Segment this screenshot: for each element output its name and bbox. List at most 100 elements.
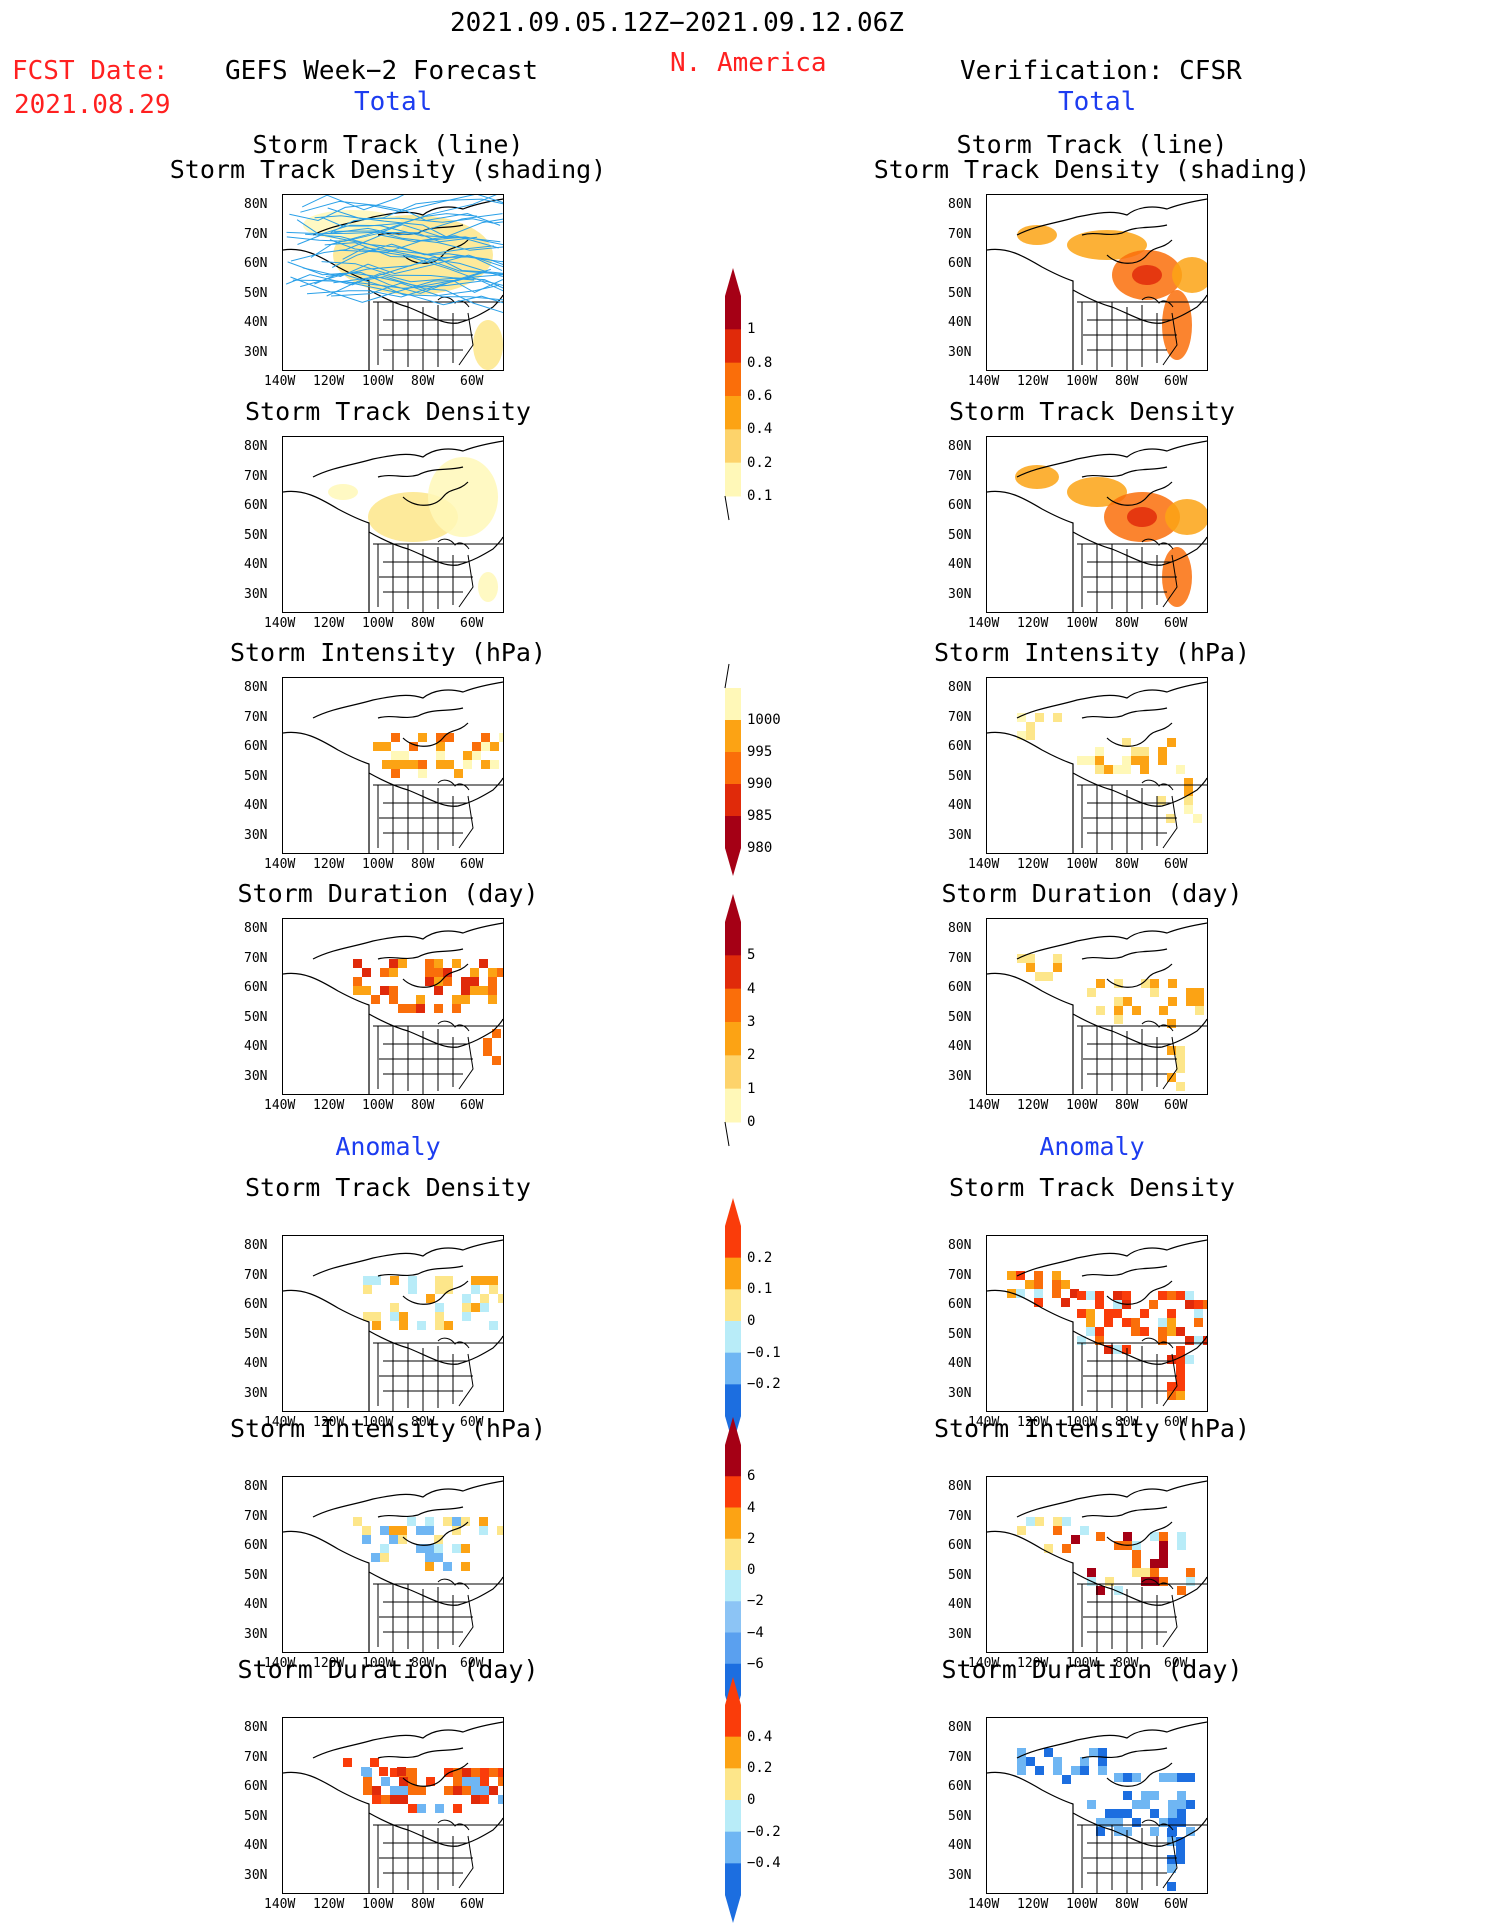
shade-cell xyxy=(479,1526,488,1535)
shade-cell xyxy=(1159,1818,1168,1827)
left-anom-density-title: Storm Track Density xyxy=(245,1173,531,1202)
shade-cell xyxy=(1176,1364,1185,1373)
shade-cell xyxy=(1044,1544,1053,1553)
lon-tick-label: 120W xyxy=(1017,1098,1049,1113)
shade-cell xyxy=(409,742,418,751)
lon-tick-label: 60W xyxy=(1164,1656,1188,1671)
duration-colorbar xyxy=(724,894,741,1147)
lat-tick-label: 50N xyxy=(948,1326,972,1342)
shade-cell xyxy=(1114,997,1123,1006)
storm-track-line xyxy=(286,224,467,242)
coastline xyxy=(987,248,1207,370)
shade-cell xyxy=(461,1544,470,1553)
lat-tick-label: 50N xyxy=(948,1009,972,1025)
shade-cell xyxy=(1132,1559,1141,1568)
shade-cell xyxy=(1150,1809,1159,1818)
shade-cell xyxy=(434,1535,443,1544)
left-duration-title: Storm Duration (day) xyxy=(237,879,539,908)
lat-tick-label: 60N xyxy=(948,980,972,995)
shade-cell xyxy=(436,742,445,751)
shade-cell xyxy=(407,1004,416,1013)
shade-cell xyxy=(1114,1809,1123,1818)
shade-cell xyxy=(462,1786,471,1795)
lat-tick-label: 80N xyxy=(948,1720,972,1735)
lon-tick-label: 100W xyxy=(362,374,394,389)
storm-track-line xyxy=(289,195,475,222)
colorbar-segment xyxy=(725,1445,741,1477)
lat-tick-label: 30N xyxy=(244,1068,268,1084)
right-anom-intensity-title: Storm Intensity (hPa) xyxy=(933,1414,1251,1443)
shade-cell xyxy=(1195,997,1204,1006)
verif-duration-map xyxy=(986,918,1208,1095)
shade-cell xyxy=(1077,1309,1086,1318)
arctic-islands xyxy=(312,1239,503,1305)
lon-tick-label: 60W xyxy=(460,1656,484,1671)
shade-cell xyxy=(408,1768,417,1777)
verif-anom-intensity-map xyxy=(986,1476,1208,1653)
shade-cell xyxy=(1168,1800,1177,1809)
shade-cell xyxy=(1150,1827,1159,1836)
lat-tick-label: 70N xyxy=(948,950,972,966)
shade-cell xyxy=(490,760,499,769)
lon-tick-label: 80W xyxy=(1115,1415,1139,1430)
shade-cell xyxy=(1177,1773,1186,1782)
shade-cell xyxy=(1141,1577,1150,1586)
storm-track-line xyxy=(305,233,494,255)
lon-tick-label: 120W xyxy=(1017,1897,1049,1912)
shade-cell xyxy=(1080,1766,1089,1775)
lon-tick-label: 140W xyxy=(264,1656,296,1671)
shade-cell xyxy=(1095,1336,1104,1345)
lon-tick-label: 60W xyxy=(460,1415,484,1430)
colorbar-segment xyxy=(725,1226,741,1259)
left-title: GEFS Week−2 Forecast xyxy=(225,56,539,86)
coastline xyxy=(987,1530,1207,1652)
shade-cell xyxy=(452,995,461,1004)
shade-cell xyxy=(1141,979,1150,988)
shade-cell xyxy=(399,1312,408,1321)
colorbar-segment xyxy=(725,1321,741,1354)
lat-tick-label: 60N xyxy=(244,1779,268,1794)
forecast-anom-duration-map xyxy=(282,1717,504,1894)
shade-cell xyxy=(1186,997,1195,1006)
colorbar-label: 0.1 xyxy=(747,1281,773,1298)
lat-tick-label: 70N xyxy=(244,709,268,725)
shade-cell xyxy=(372,1795,381,1804)
shade-cell xyxy=(434,959,443,968)
shade-cell xyxy=(1077,1336,1086,1345)
shade-cell xyxy=(1177,1818,1186,1827)
colorbar-arrow-top xyxy=(725,894,741,922)
state-borders xyxy=(1077,301,1207,370)
shade-cell xyxy=(498,1777,503,1786)
shade-cell xyxy=(398,1535,407,1544)
shade-cell xyxy=(1123,1809,1132,1818)
shade-cell xyxy=(444,1786,453,1795)
shade-cell xyxy=(1017,731,1026,740)
shade-cell xyxy=(1086,1327,1095,1336)
lat-tick-label: 70N xyxy=(948,1508,972,1524)
lat-tick-label: 70N xyxy=(244,226,268,242)
shade-cell xyxy=(462,1312,471,1321)
lon-tick-label: 80W xyxy=(1115,616,1139,631)
lon-tick-label: 60W xyxy=(460,616,484,631)
state-borders xyxy=(373,301,503,370)
density-blob xyxy=(1165,499,1207,535)
shade-cell xyxy=(1176,1291,1185,1300)
shade-cell xyxy=(390,1768,399,1777)
lon-tick-label: 60W xyxy=(460,374,484,389)
shade-cell xyxy=(1044,972,1053,981)
shade-cell xyxy=(1203,1336,1207,1345)
shade-cell xyxy=(1195,988,1204,997)
density-blob xyxy=(478,572,498,602)
lat-tick-label: 30N xyxy=(948,1068,972,1084)
shade-cell xyxy=(1184,796,1193,805)
colorbar-segment xyxy=(725,1384,741,1417)
storm-track-line xyxy=(290,271,487,303)
state-borders xyxy=(1077,784,1207,853)
right-track-title-2: Storm Track Density (shading) xyxy=(873,155,1311,184)
shade-cell xyxy=(397,1767,406,1776)
shade-cell xyxy=(462,1303,471,1312)
shade-cell xyxy=(1026,731,1035,740)
state-borders xyxy=(1077,1824,1207,1893)
lon-tick-label: 100W xyxy=(1066,374,1098,389)
coastline xyxy=(987,1289,1207,1411)
